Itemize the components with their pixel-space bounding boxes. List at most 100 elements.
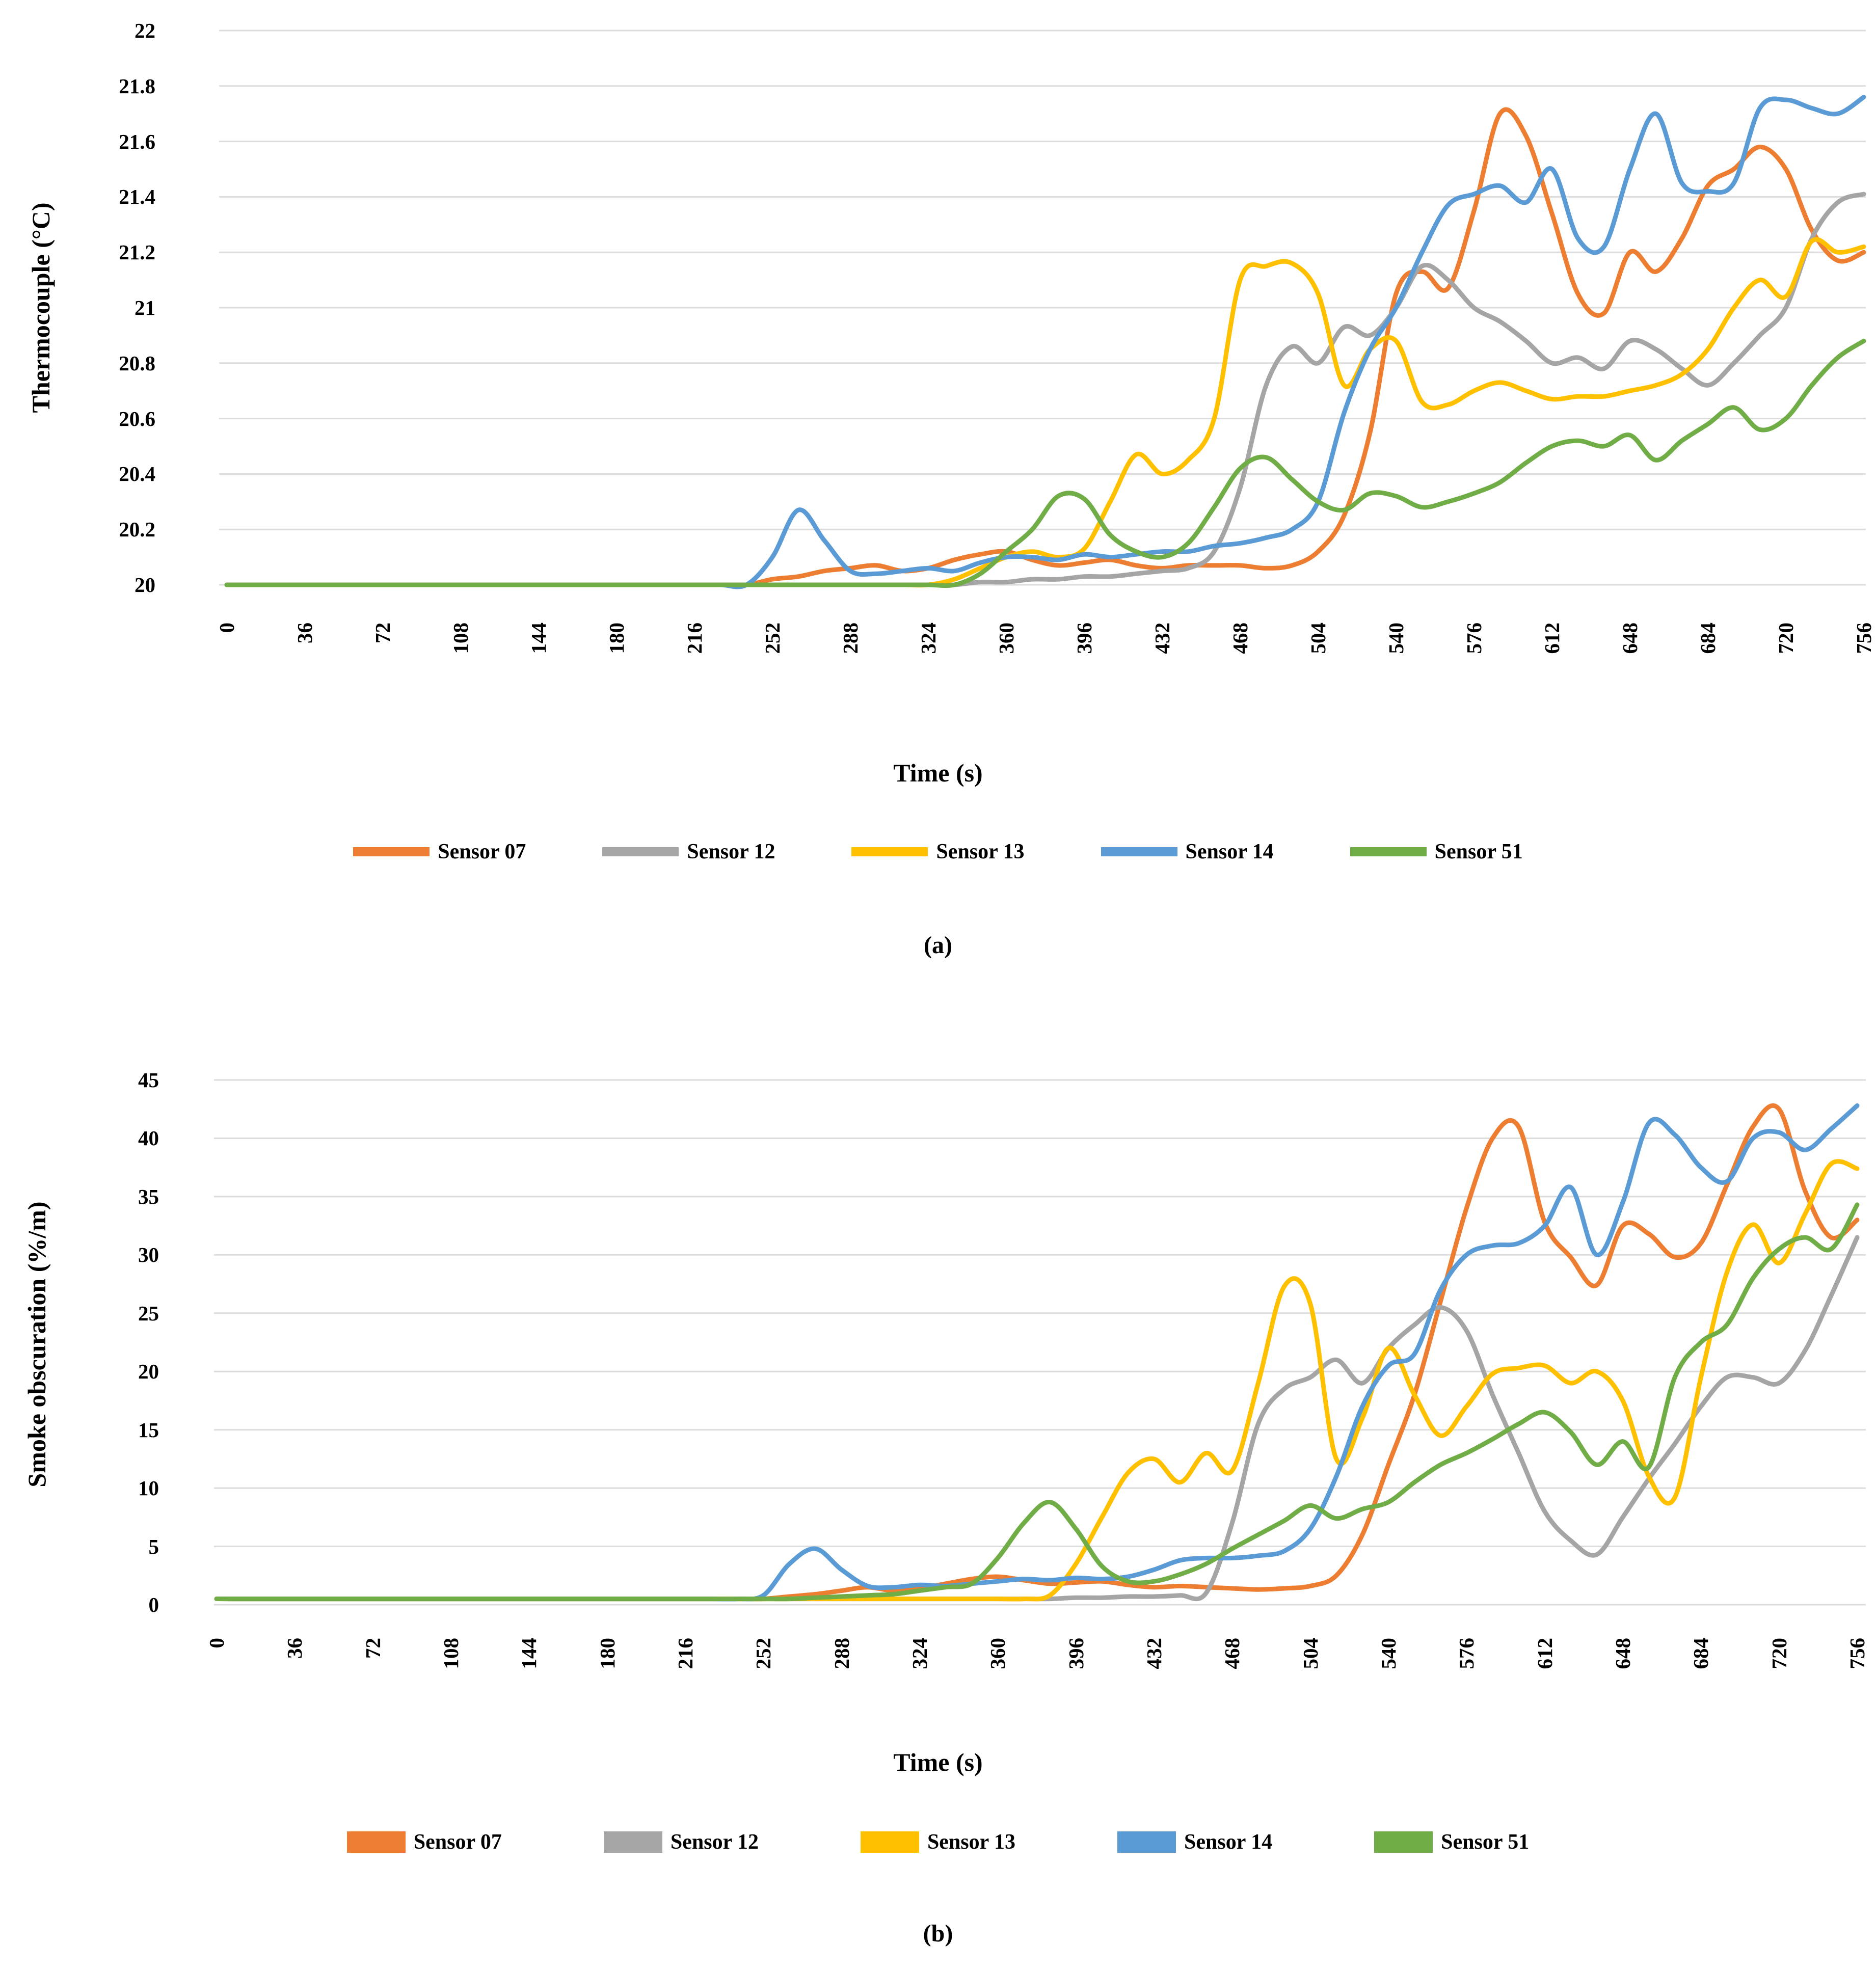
chart-b-legend: Sensor 07 Sensor 12 Sensor 13 Sensor 14 Sens… [0, 1830, 1876, 1854]
series-line-sensor-51 [214, 1202, 1860, 1602]
x-tick-label: 468 [1220, 1638, 1244, 1669]
y-tick-label: 40 [138, 1126, 159, 1150]
x-tick-label: 720 [1767, 1638, 1791, 1669]
legend-label: Sensor 14 [1185, 840, 1274, 863]
x-tick-label: 108 [449, 623, 472, 654]
x-tick-label: 684 [1689, 1638, 1713, 1669]
legend-label: Sensor 51 [1441, 1830, 1530, 1854]
legend-swatch-icon [860, 1831, 919, 1853]
chart-b-gridlines [214, 1079, 1866, 1606]
y-tick-label: 20.2 [119, 518, 155, 542]
legend-swatch-icon [603, 1831, 662, 1853]
legend-item-sensor-07: Sensor 07 [353, 840, 526, 864]
legend-label: Sensor 07 [438, 840, 526, 863]
y-tick-label: 10 [138, 1476, 159, 1500]
x-tick-label: 468 [1228, 623, 1252, 654]
x-tick-label: 180 [605, 623, 628, 654]
y-tick-label: 25 [138, 1301, 159, 1325]
x-tick-label: 36 [283, 1638, 307, 1659]
legend-swatch-icon [602, 847, 679, 856]
series-line-sensor-51 [224, 338, 1866, 588]
y-tick-label: 20.6 [119, 407, 155, 430]
chart-a-gridlines [219, 30, 1866, 586]
x-tick-label: 252 [761, 623, 784, 654]
x-tick-label: 360 [986, 1638, 1010, 1669]
x-tick-label: 216 [683, 623, 706, 654]
x-tick-label: 576 [1455, 1638, 1479, 1669]
x-tick-label: 504 [1306, 623, 1330, 654]
x-tick-label: 540 [1377, 1638, 1400, 1669]
y-tick-label: 5 [148, 1534, 159, 1558]
x-tick-label: 540 [1384, 623, 1408, 654]
x-tick-label: 612 [1540, 623, 1564, 654]
chart-a-y-axis-title: Thermocouple (°C) [26, 202, 55, 413]
legend-item-sensor-14: Sensor 14 [1117, 1830, 1272, 1854]
y-tick-label: 20.8 [119, 351, 155, 375]
x-tick-label: 756 [1845, 1638, 1869, 1669]
legend-swatch-icon [851, 847, 928, 856]
legend-item-sensor-07: Sensor 07 [346, 1830, 502, 1854]
y-tick-label: 35 [138, 1184, 159, 1208]
chart-b-x-axis-title: Time (s) [893, 1748, 983, 1776]
legend-label: Sensor 12 [687, 840, 775, 863]
y-tick-label: 21.8 [119, 74, 155, 98]
legend-swatch-icon [1350, 847, 1427, 856]
chart-b-y-axis-title: Smoke obscuration (%/m) [22, 1201, 51, 1488]
series-line-sensor-07 [214, 1103, 1860, 1602]
legend-swatch-icon [1374, 1831, 1433, 1853]
legend-swatch-icon [353, 847, 430, 856]
x-tick-label: 216 [674, 1638, 697, 1669]
legend-swatch-icon [1101, 847, 1177, 856]
y-tick-label: 30 [138, 1243, 159, 1267]
x-tick-label: 252 [752, 1638, 775, 1669]
x-tick-label: 756 [1852, 623, 1875, 654]
x-tick-label: 0 [205, 1638, 228, 1648]
x-tick-label: 0 [215, 623, 238, 633]
y-tick-label: 20 [138, 1360, 159, 1384]
x-tick-label: 108 [439, 1638, 463, 1669]
legend-item-sensor-14: Sensor 14 [1101, 840, 1274, 864]
y-tick-label: 20 [135, 573, 155, 597]
series-line-sensor-13 [224, 237, 1866, 588]
chart-a-x-axis-title: Time (s) [893, 759, 983, 787]
x-tick-label: 288 [839, 623, 862, 654]
series-line-sensor-14 [214, 1103, 1860, 1602]
x-tick-label: 504 [1298, 1638, 1322, 1669]
x-tick-label: 576 [1462, 623, 1486, 654]
legend-item-sensor-13: Sensor 13 [851, 840, 1025, 864]
x-tick-label: 144 [527, 623, 550, 654]
x-tick-label: 396 [1073, 623, 1096, 654]
y-tick-label: 21.6 [119, 129, 155, 153]
legend-item-sensor-13: Sensor 13 [860, 1830, 1016, 1854]
y-tick-label: 21.2 [119, 240, 155, 264]
legend-label: Sensor 13 [927, 1830, 1016, 1854]
x-tick-label: 396 [1064, 1638, 1088, 1669]
x-tick-label: 180 [595, 1638, 619, 1669]
legend-swatch-icon [1117, 1831, 1176, 1853]
y-tick-label: 20.4 [119, 462, 155, 486]
chart-b-caption: (b) [923, 1920, 953, 1947]
y-tick-label: 0 [148, 1593, 159, 1616]
x-tick-label: 432 [1150, 623, 1174, 654]
x-tick-label: 720 [1774, 623, 1798, 654]
y-tick-label: 21 [135, 296, 155, 319]
y-tick-label: 45 [138, 1068, 159, 1092]
x-tick-label: 648 [1618, 623, 1642, 654]
x-tick-label: 360 [995, 623, 1018, 654]
legend-label: Sensor 13 [936, 840, 1025, 863]
y-tick-label: 15 [138, 1418, 159, 1442]
legend-label: Sensor 51 [1434, 840, 1523, 863]
legend-label: Sensor 12 [670, 1830, 759, 1854]
x-tick-label: 324 [908, 1638, 931, 1669]
chart-a-legend: Sensor 07 Sensor 12 Sensor 13 Sensor 14 Sens… [0, 840, 1876, 864]
x-tick-label: 144 [517, 1638, 541, 1669]
x-tick-label: 432 [1142, 1638, 1166, 1669]
x-tick-label: 72 [371, 623, 394, 643]
series-line-sensor-12 [214, 1235, 1860, 1602]
legend-label: Sensor 14 [1184, 1830, 1273, 1854]
legend-item-sensor-51: Sensor 51 [1374, 1830, 1529, 1854]
x-tick-label: 36 [293, 623, 316, 643]
legend-item-sensor-12: Sensor 12 [603, 1830, 759, 1854]
x-tick-label: 324 [917, 623, 940, 654]
